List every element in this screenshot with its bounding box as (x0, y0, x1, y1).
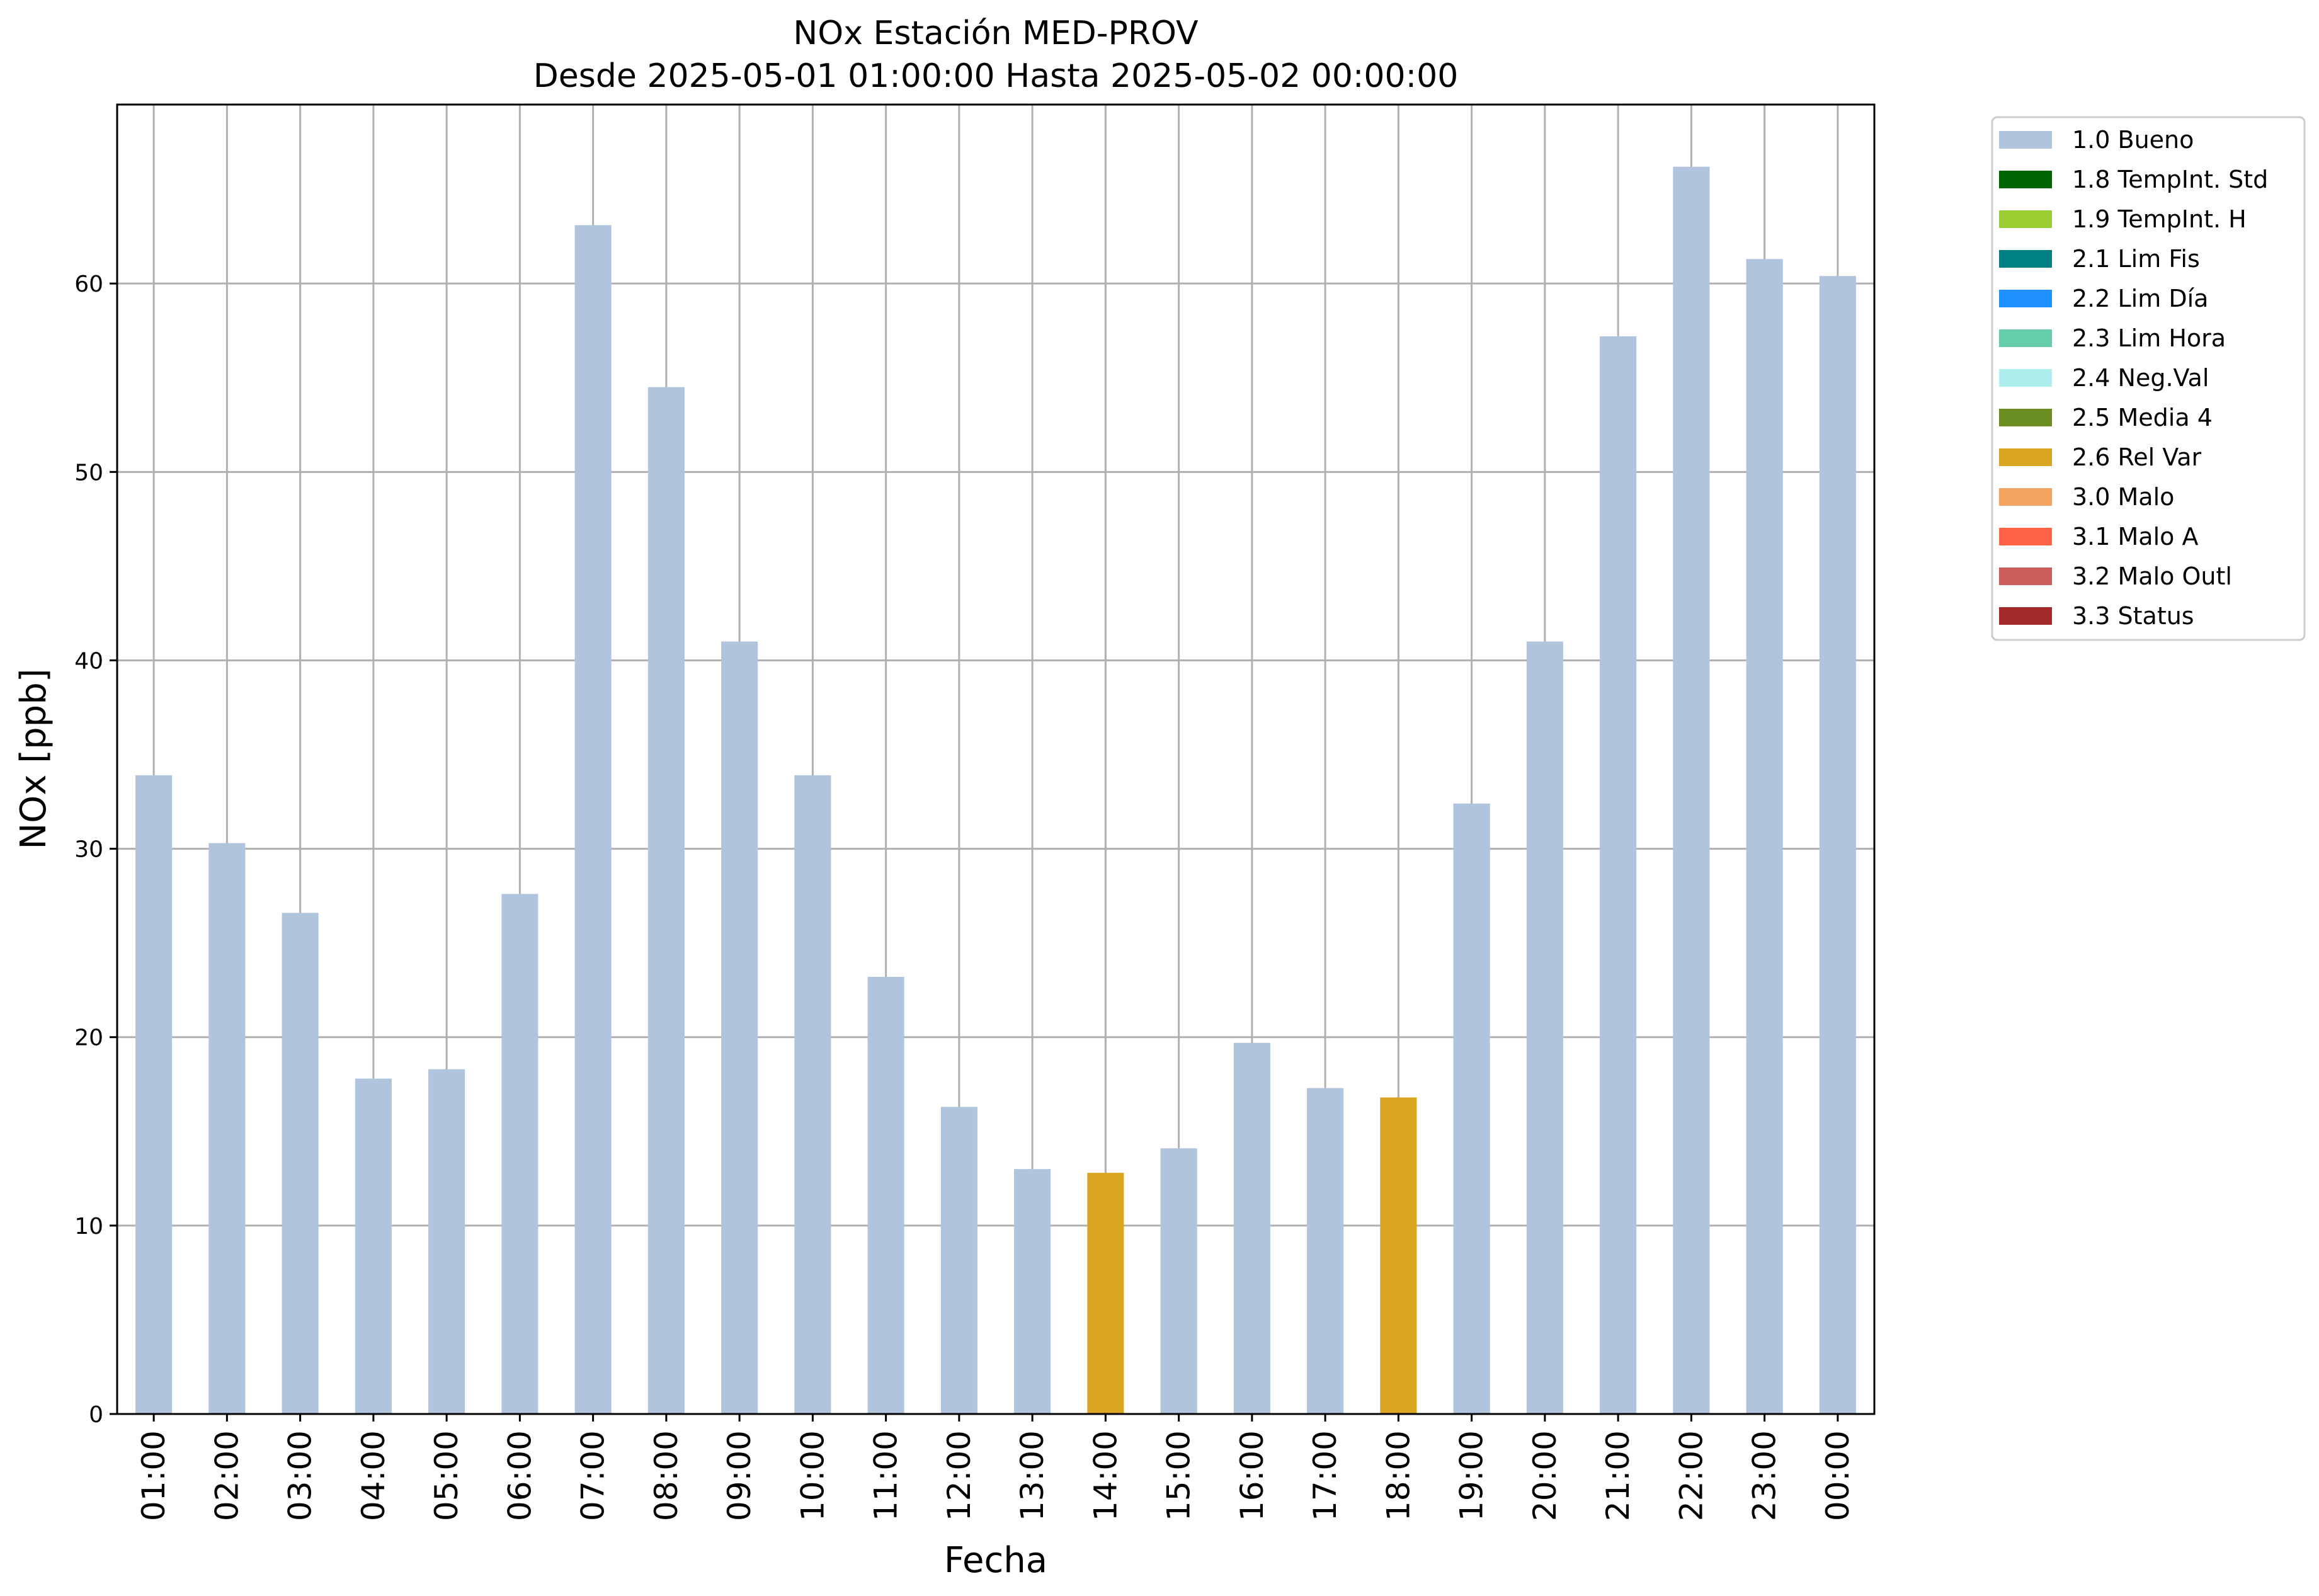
legend-label: 1.9 TempInt. H (2072, 205, 2247, 233)
bar-2100 (1600, 336, 1637, 1414)
x-tick-label: 08:00 (648, 1430, 685, 1521)
x-tick-label: 00:00 (1820, 1430, 1856, 1521)
legend-label: 1.0 Bueno (2072, 126, 2194, 154)
bar-0800 (647, 387, 685, 1414)
bar-0000 (1819, 276, 1856, 1415)
bars (135, 166, 1856, 1415)
legend-label: 3.0 Malo (2072, 483, 2174, 511)
x-tick-label: 07:00 (575, 1430, 612, 1521)
x-tick-label: 02:00 (208, 1430, 245, 1521)
legend-label: 1.8 TempInt. Std (2072, 166, 2268, 193)
legend-label: 2.3 Lim Hora (2072, 324, 2226, 352)
bar-2300 (1746, 259, 1783, 1414)
x-tick-label: 10:00 (794, 1430, 831, 1521)
y-axis-ticks: 0 10 20 30 40 50 60 (74, 271, 117, 1428)
x-tick-label: 13:00 (1014, 1430, 1051, 1521)
bar-2000 (1526, 641, 1563, 1414)
y-tick-label: 40 (74, 648, 103, 674)
x-tick-label: 09:00 (721, 1430, 758, 1521)
legend-label: 2.2 Lim Día (2072, 285, 2208, 312)
legend-swatch (1999, 409, 2052, 426)
legend: 1.0 Bueno 1.8 TempInt. Std 1.9 TempInt. H 2… (1991, 116, 2306, 641)
y-tick-label: 50 (74, 460, 103, 486)
x-tick-label: 12:00 (941, 1430, 977, 1521)
legend-swatch (1999, 210, 2052, 228)
legend-label: 2.6 Rel Var (2072, 443, 2202, 471)
legend-entries: 1.0 Bueno 1.8 TempInt. Std 1.9 TempInt. H 2… (1999, 126, 2268, 630)
x-tick-label: 19:00 (1454, 1430, 1490, 1521)
x-tick-label: 14:00 (1087, 1430, 1124, 1521)
x-tick-label: 20:00 (1527, 1430, 1563, 1521)
legend-frame (1991, 116, 2306, 641)
legend-swatch (1999, 131, 2052, 149)
bar-1600 (1233, 1042, 1270, 1414)
legend-label: 2.4 Neg.Val (2072, 364, 2209, 392)
bar-2200 (1673, 166, 1710, 1415)
legend-swatch (1999, 369, 2052, 387)
bar-1700 (1307, 1088, 1344, 1414)
bar-1400 (1087, 1173, 1124, 1414)
bar-0100 (135, 775, 173, 1414)
x-axis-ticks: 01:00 02:00 03:00 04:00 05:00 06:00 07:00 08:00… (135, 1414, 1856, 1521)
y-tick-label: 30 (74, 837, 103, 863)
x-tick-label: 21:00 (1600, 1430, 1636, 1521)
bar-1800 (1380, 1097, 1417, 1414)
bar-1100 (867, 977, 904, 1414)
bar-0200 (208, 843, 246, 1414)
x-axis-label: Fecha (944, 1540, 1047, 1581)
x-tick-label: 03:00 (282, 1430, 319, 1521)
legend-swatch (1999, 171, 2052, 188)
legend-label: 3.2 Malo Outl (2072, 562, 2232, 590)
bar-0400 (355, 1078, 392, 1414)
plot-frame (116, 103, 1876, 1415)
x-tick-label: 04:00 (355, 1430, 392, 1521)
legend-label: 2.1 Lim Fis (2072, 245, 2200, 273)
y-tick-label: 10 (74, 1214, 103, 1240)
legend-swatch (1999, 567, 2052, 585)
legend-swatch (1999, 528, 2052, 545)
chart-title-line2: Desde 2025-05-01 01:00:00 Hasta 2025-05-… (533, 57, 1459, 95)
legend-swatch (1999, 250, 2052, 268)
legend-swatch (1999, 448, 2052, 466)
x-tick-label: 15:00 (1161, 1430, 1197, 1521)
x-tick-label: 22:00 (1673, 1430, 1709, 1521)
bar-1300 (1014, 1169, 1051, 1414)
bar-1900 (1453, 803, 1490, 1414)
x-tick-label: 18:00 (1380, 1430, 1416, 1521)
bar-0900 (721, 641, 758, 1414)
bar-0500 (428, 1069, 465, 1414)
y-tick-label: 60 (74, 271, 103, 297)
legend-label: 3.1 Malo A (2072, 523, 2198, 550)
chart-title-line1: NOx Estación MED-PROV (793, 14, 1199, 52)
legend-label: 3.3 Status (2072, 602, 2194, 630)
y-axis-label: NOx [ppb] (13, 668, 54, 849)
x-tick-label: 23:00 (1746, 1430, 1783, 1521)
legend-swatch (1999, 329, 2052, 347)
legend-swatch (1999, 290, 2052, 307)
legend-label: 2.5 Media 4 (2072, 404, 2213, 431)
bar-0600 (501, 894, 538, 1414)
bar-1000 (794, 775, 831, 1414)
bar-1200 (940, 1107, 977, 1414)
x-tick-label: 01:00 (135, 1430, 172, 1521)
y-tick-label: 20 (74, 1025, 103, 1051)
bar-1500 (1160, 1148, 1197, 1414)
y-tick-label: 0 (89, 1402, 103, 1428)
legend-swatch (1999, 607, 2052, 625)
x-tick-label: 16:00 (1234, 1430, 1270, 1521)
bar-0300 (282, 913, 319, 1414)
x-tick-label: 17:00 (1307, 1430, 1343, 1521)
x-tick-label: 11:00 (868, 1430, 904, 1521)
x-tick-label: 05:00 (428, 1430, 465, 1521)
x-tick-label: 06:00 (501, 1430, 538, 1521)
legend-swatch (1999, 488, 2052, 506)
bar-0700 (574, 225, 612, 1414)
